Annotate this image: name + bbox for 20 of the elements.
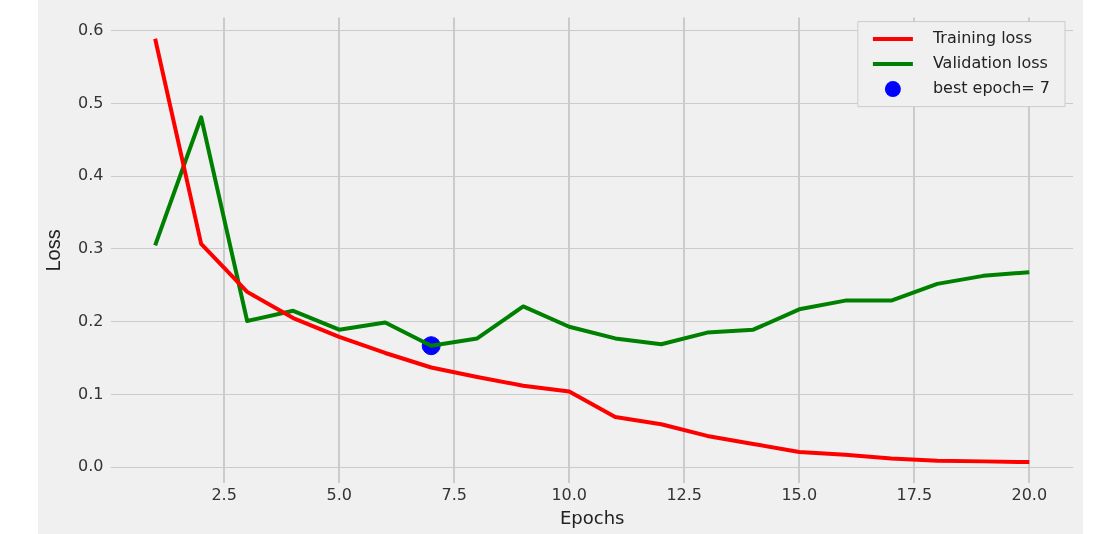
x-tick-label: 10.0 <box>551 484 588 504</box>
legend-label: Validation loss <box>932 53 1048 73</box>
x-axis-title: Epochs <box>559 506 625 528</box>
y-tick-label: 0.4 <box>77 165 104 185</box>
x-tick-label: 12.5 <box>666 484 703 504</box>
y-tick-label: 0.0 <box>77 456 104 476</box>
x-tick-label: 15.0 <box>781 484 818 504</box>
legend-label: Training loss <box>931 28 1033 48</box>
y-tick-label: 0.3 <box>77 238 104 258</box>
y-tick-label: 0.5 <box>77 92 104 112</box>
x-tick-label: 20.0 <box>1011 484 1048 504</box>
legend-label: best epoch= 7 <box>932 78 1050 98</box>
y-tick-label: 0.1 <box>77 383 104 403</box>
x-tick-label: 5.0 <box>326 484 352 504</box>
y-tick-label: 0.6 <box>77 19 104 39</box>
y-axis-title: Loss <box>41 229 64 272</box>
x-tick-label: 2.5 <box>211 484 237 504</box>
y-tick-label: 0.2 <box>77 310 104 330</box>
x-tick-label: 17.5 <box>896 484 933 504</box>
x-tick-label: 7.5 <box>441 484 467 504</box>
